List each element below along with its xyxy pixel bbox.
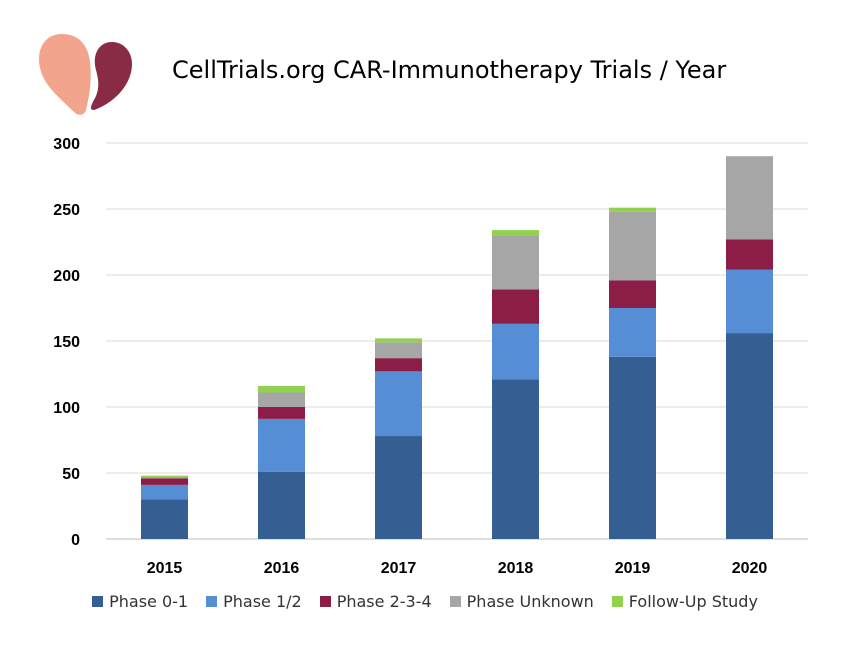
bar-segment xyxy=(609,308,656,357)
bar-segment xyxy=(492,235,539,290)
legend-swatch xyxy=(206,596,218,607)
logo-left-drop xyxy=(38,34,91,115)
chart-title: CellTrials.org CAR-Immunotherapy Trials … xyxy=(172,56,727,84)
legend-item: Phase Unknown xyxy=(449,592,594,611)
bar-segment xyxy=(258,385,305,393)
bar-segment xyxy=(258,471,305,539)
x-tick-label: 2020 xyxy=(732,560,768,577)
bar-segment xyxy=(492,323,539,380)
y-tick-label: 250 xyxy=(53,202,80,219)
bar-segment xyxy=(375,358,422,372)
bar-segment xyxy=(609,280,656,308)
bar-segment xyxy=(141,499,188,539)
bar-segment xyxy=(141,478,188,485)
bar-segment xyxy=(726,239,773,270)
legend-label: Phase Unknown xyxy=(466,592,594,611)
bar-segment xyxy=(141,475,188,477)
bar-segment xyxy=(492,289,539,324)
legend-swatch xyxy=(92,596,104,607)
chart-legend: Phase 0-1 Phase 1/2 Phase 2-3-4 Phase Unkno… xyxy=(0,592,850,611)
x-tick-label: 2018 xyxy=(498,560,534,577)
logo-right-drop xyxy=(90,42,132,110)
legend-item: Phase 1/2 xyxy=(206,592,302,611)
bar-segment xyxy=(492,230,539,236)
bar-segment xyxy=(726,269,773,334)
legend-swatch xyxy=(449,596,461,607)
bar-segment xyxy=(141,476,188,479)
legend-swatch xyxy=(611,596,623,607)
bar-segment xyxy=(726,333,773,539)
legend-label: Phase 1/2 xyxy=(223,592,302,611)
x-tick-label: 2015 xyxy=(147,560,183,577)
bar-segment xyxy=(375,342,422,359)
bar-segment xyxy=(375,371,422,437)
y-tick-label: 300 xyxy=(53,136,80,153)
y-tick-label: 0 xyxy=(71,532,80,549)
bar-segment xyxy=(492,379,539,539)
x-tick-label: 2017 xyxy=(381,560,417,577)
bar-segment xyxy=(141,484,188,500)
legend-item: Phase 2-3-4 xyxy=(319,592,432,611)
x-tick-label: 2016 xyxy=(264,560,300,577)
bar-segment xyxy=(258,392,305,407)
bar-segment xyxy=(375,338,422,343)
legend-label: Phase 0-1 xyxy=(109,592,189,611)
legend-item: Phase 0-1 xyxy=(92,592,188,611)
legend-swatch xyxy=(319,596,331,607)
bar-segment xyxy=(609,207,656,212)
bar-segment xyxy=(726,156,773,240)
legend-label: Follow-Up Study xyxy=(628,592,758,611)
bar-segment xyxy=(258,418,305,472)
legend-label: Phase 2-3-4 xyxy=(336,592,432,611)
y-tick-label: 150 xyxy=(53,334,80,351)
celltrials-logo-icon xyxy=(38,34,132,115)
y-tick-label: 200 xyxy=(53,268,80,285)
y-tick-label: 100 xyxy=(53,400,80,417)
legend-item: Follow-Up Study xyxy=(611,592,758,611)
bar-segment xyxy=(609,211,656,281)
x-tick-label: 2019 xyxy=(615,560,651,577)
bar-segment xyxy=(609,356,656,539)
y-tick-label: 50 xyxy=(62,466,80,483)
bar-segment xyxy=(375,436,422,539)
bar-segment xyxy=(258,407,305,419)
